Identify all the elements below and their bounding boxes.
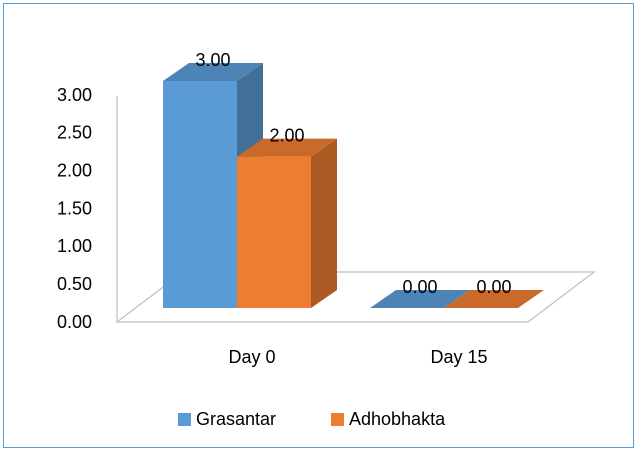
y-tick-label: 3.00 [57,85,92,105]
bar [163,63,263,308]
x-tick-label: Day 15 [430,347,487,367]
data-label: 2.00 [269,125,304,145]
bar-front [163,81,237,308]
bar-side [311,138,337,308]
y-tick-label: 2.00 [57,160,92,180]
y-tick-label: 0.00 [57,312,92,332]
y-tick-label: 1.50 [57,198,92,218]
bar [444,290,544,308]
bar [370,290,470,308]
y-tick-label: 2.50 [57,123,92,143]
bar-top [444,290,544,308]
bar-top [370,290,470,308]
bar-front [237,156,311,308]
legend-label: Grasantar [196,409,276,429]
legend-swatch [331,413,344,426]
data-label: 0.00 [476,277,511,297]
x-tick-label: Day 0 [228,347,275,367]
legend-label: Adhobhakta [349,409,446,429]
bar [237,138,337,308]
bar-top [237,138,337,157]
y-tick-label: 1.00 [57,236,92,256]
data-label: 0.00 [402,277,437,297]
y-tick-label: 0.50 [57,274,92,294]
legend-swatch [178,413,191,426]
bar-top [163,63,263,81]
data-label: 3.00 [195,50,230,70]
